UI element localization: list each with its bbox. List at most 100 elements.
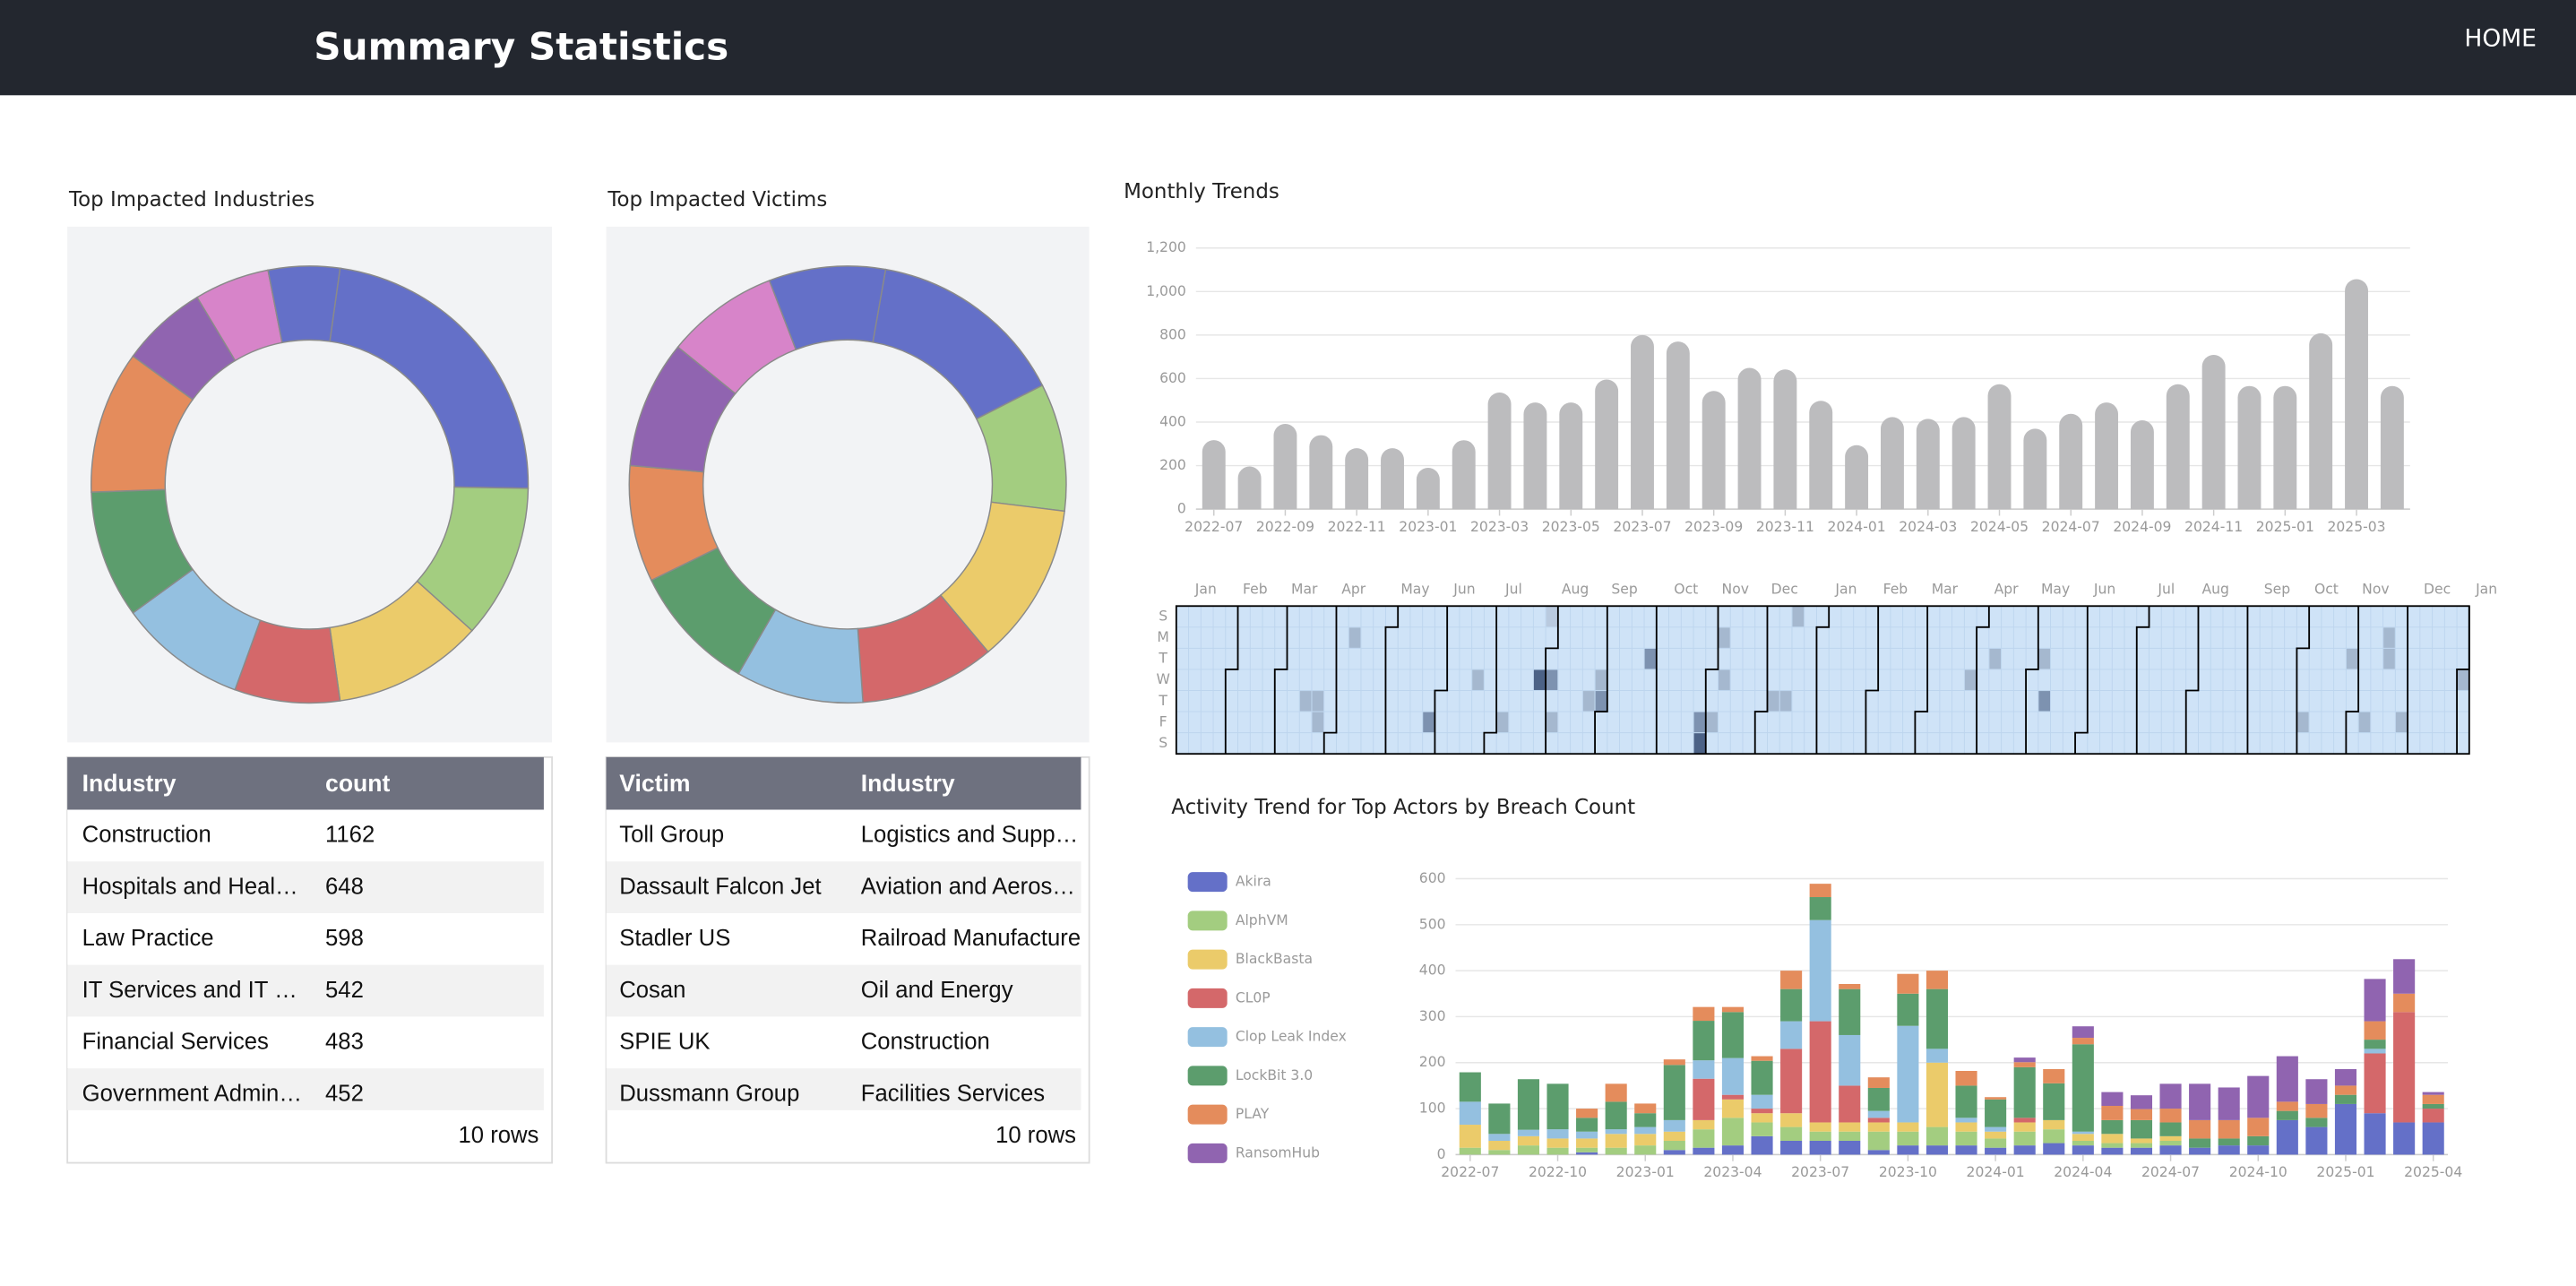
month-label: Jul: [1504, 581, 1522, 597]
bar-segment: [1459, 1147, 1481, 1155]
table-body: Construction 1162 Hospitals and Heal… 648 La…: [67, 809, 544, 1110]
bar-segment: [1576, 1152, 1598, 1155]
bar-segment: [1897, 1131, 1919, 1146]
bar-segment: [1985, 1097, 2007, 1100]
heatmap-cell: [1989, 648, 2002, 669]
bar-segment: [1546, 1147, 1569, 1155]
bar: [1487, 392, 1512, 510]
bar: [2380, 385, 2404, 510]
table-cell: Railroad Manufacture: [861, 926, 1081, 951]
bar: [1345, 448, 1369, 510]
day-label: W: [1156, 671, 1169, 687]
bar-segment: [1867, 1131, 1890, 1151]
bar: [2130, 420, 2154, 510]
day-label: M: [1157, 629, 1168, 645]
legend-label: RansomHub: [1236, 1144, 1320, 1161]
bar-segment: [1839, 984, 1861, 989]
bar-segment: [1693, 1006, 1715, 1022]
bar-segment: [2305, 1103, 2328, 1118]
bar-segment: [1721, 1057, 1745, 1095]
bar-segment: [1809, 897, 1831, 920]
y-tick-label: 600: [1159, 370, 1186, 386]
bar-segment: [1751, 1109, 1773, 1114]
bar-segment: [2159, 1109, 2182, 1123]
bar-segment: [2013, 1118, 2036, 1123]
bar-segment: [1721, 1012, 1745, 1058]
heatmap-cell: [1546, 606, 1558, 627]
month-label: Feb: [1883, 581, 1908, 597]
bar-segment: [1663, 1150, 1685, 1155]
y-tick-label: 200: [1419, 1054, 1446, 1070]
month-label: Oct: [1674, 581, 1698, 597]
bar: [1523, 402, 1547, 510]
bar-segment: [1459, 1125, 1481, 1148]
bar-segment: [2072, 1145, 2094, 1155]
month-boundary: [1865, 606, 1880, 755]
bar-segment: [2013, 1062, 2036, 1067]
month-boundary: [1224, 606, 1239, 755]
table-row: [67, 964, 544, 1017]
day-label: F: [1159, 713, 1167, 729]
home-link[interactable]: HOME: [2464, 24, 2537, 52]
bar-segment: [1867, 1150, 1890, 1155]
heatmap-cell: [1768, 691, 1779, 712]
heatmap-cell: [1964, 669, 1977, 690]
bar: [1987, 384, 2012, 510]
day-label: T: [1158, 651, 1167, 667]
bar-segment: [1576, 1109, 1598, 1118]
y-tick-label: 1,000: [1146, 283, 1186, 299]
heatmap-cell: [1423, 712, 1434, 733]
bar-segment: [2101, 1143, 2124, 1148]
x-tick-label: 2024-07: [2141, 1164, 2200, 1180]
x-tick-label: 2024-03: [1899, 519, 1957, 535]
bar-segment: [2422, 1122, 2444, 1155]
month-label: Oct: [2314, 581, 2339, 597]
bar: [2345, 279, 2368, 510]
table-cell: 452: [325, 1081, 364, 1106]
heatmap-cell: [1719, 669, 1730, 690]
bar-segment: [2422, 1103, 2444, 1109]
bar-segment: [2189, 1147, 2211, 1155]
bar-segment: [2305, 1118, 2328, 1127]
y-tick-label: 300: [1419, 1008, 1446, 1024]
bar: [2059, 413, 2083, 510]
bar-segment: [2130, 1095, 2153, 1109]
bar-segment: [2422, 1094, 2444, 1104]
column-header: Victim: [619, 770, 690, 797]
bar-segment: [2013, 1122, 2036, 1132]
bar: [1237, 466, 1262, 510]
bar-segment: [2101, 1134, 2124, 1144]
bar-segment: [1663, 1119, 1685, 1132]
bar-segment: [2072, 1131, 2094, 1135]
month-boundary: [1914, 606, 1929, 755]
y-tick-label: 800: [1159, 326, 1186, 342]
bar-segment: [2043, 1083, 2065, 1120]
bar-segment: [1955, 1085, 1977, 1118]
x-tick-label: 2022-09: [1256, 519, 1314, 535]
table-cell: SPIE UK: [619, 1030, 710, 1055]
heatmap-cell: [1496, 712, 1509, 733]
month-label: Jan: [1834, 581, 1857, 597]
bar-segment: [2130, 1147, 2153, 1155]
heatmap-cell: [1546, 712, 1558, 733]
table-cell: 598: [325, 926, 364, 951]
bar-segment: [1839, 1122, 1861, 1132]
bar-segment: [2276, 1110, 2298, 1120]
bar: [1452, 440, 1476, 510]
day-label: S: [1159, 608, 1167, 625]
bar-segment: [1780, 1113, 1803, 1127]
month-boundary: [1322, 606, 1338, 755]
table-row: [67, 912, 544, 965]
bar-segment: [1459, 1101, 1481, 1126]
bar-segment: [2159, 1145, 2182, 1155]
bar-segment: [1693, 1147, 1715, 1155]
bar-segment: [1955, 1118, 1977, 1123]
bar-segment: [1839, 988, 1861, 1035]
bar-segment: [2247, 1145, 2270, 1155]
table-cell: Cosan: [619, 978, 685, 1003]
table-body: Toll Group Logistics and Supp… Dassault Fa…: [606, 809, 1081, 1110]
bar: [2095, 402, 2119, 510]
bar-segment: [2393, 1012, 2416, 1123]
page-title: Summary Statistics: [314, 24, 728, 68]
bar-segment: [2364, 1040, 2386, 1049]
